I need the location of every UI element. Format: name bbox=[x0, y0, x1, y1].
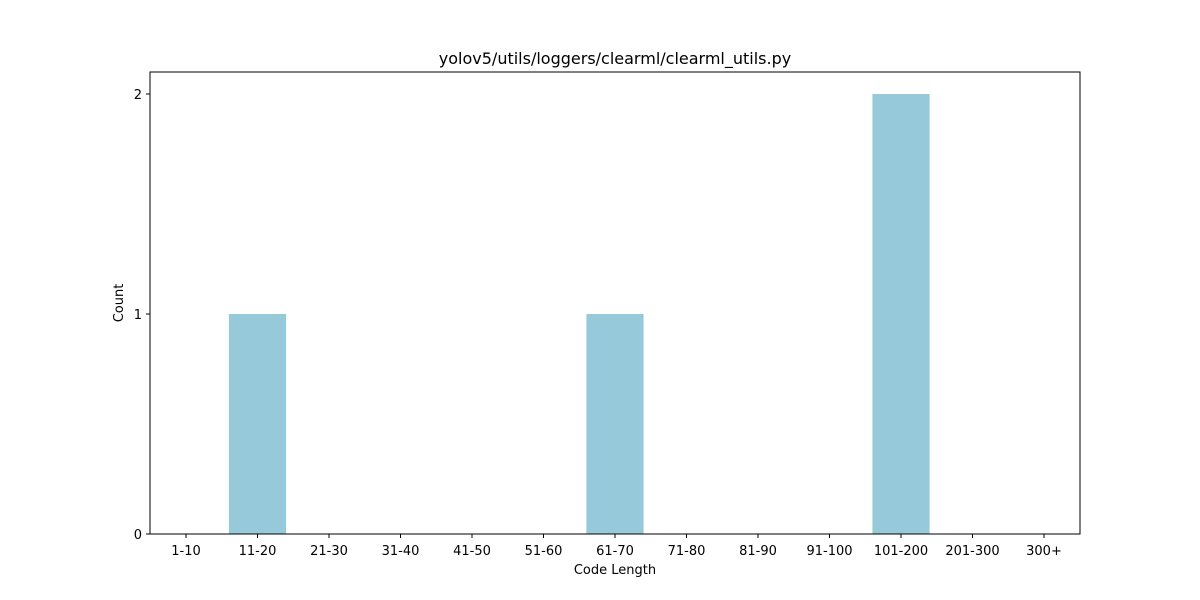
x-tick-label: 11-20 bbox=[239, 544, 277, 559]
bar-101-200 bbox=[872, 94, 930, 534]
bar-11-20 bbox=[228, 314, 287, 534]
x-tick-label: 91-100 bbox=[806, 544, 852, 559]
x-tick-label: 71-80 bbox=[668, 544, 706, 559]
x-tick-label: 1-10 bbox=[171, 544, 201, 559]
bars-group bbox=[228, 94, 930, 534]
chart-title: yolov5/utils/loggers/clearml/clearml_uti… bbox=[439, 49, 791, 69]
x-tick-label: 51-60 bbox=[525, 544, 563, 559]
y-tick-label: 0 bbox=[134, 528, 142, 543]
y-axis-title: Count bbox=[112, 284, 127, 323]
x-tick-label: 21-30 bbox=[310, 544, 348, 559]
x-axis: 1-10 11-20 21-30 31-40 41-50 51-60 61-70 71-80 8… bbox=[171, 534, 1062, 559]
x-tick-label: 41-50 bbox=[453, 544, 491, 559]
x-tick-label: 300+ bbox=[1026, 544, 1062, 559]
x-tick-label: 101-200 bbox=[874, 544, 928, 559]
y-tick-label: 2 bbox=[134, 88, 142, 103]
bar-61-70 bbox=[586, 314, 644, 534]
x-axis-title: Code Length bbox=[574, 563, 656, 578]
x-tick-label: 31-40 bbox=[382, 544, 420, 559]
y-axis: 0 1 2 bbox=[134, 88, 150, 543]
y-tick-label: 1 bbox=[134, 308, 142, 323]
x-tick-label: 81-90 bbox=[739, 544, 777, 559]
x-tick-label: 61-70 bbox=[596, 544, 634, 559]
x-tick-label: 201-300 bbox=[945, 544, 999, 559]
